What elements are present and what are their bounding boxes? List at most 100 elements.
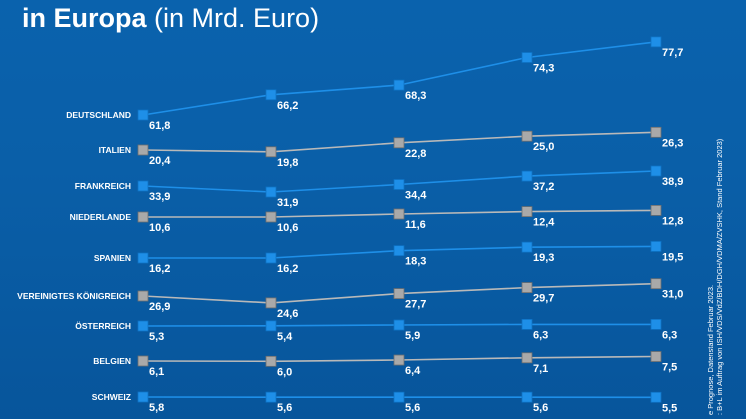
source-note: e Prognose, Datenstand Februar 2023. : B… (706, 138, 724, 415)
data-label: 19,3 (533, 252, 554, 264)
series-8: SCHWEIZ 5,8 5,6 5,6 5,6 5,5 (92, 391, 677, 414)
data-point (650, 165, 662, 177)
series-7: BELGIEN 6,1 6,0 6,4 7,1 7,5 (93, 351, 677, 378)
data-point (137, 320, 149, 332)
data-point (265, 391, 277, 403)
title-unit: (in Mrd. Euro) (154, 3, 320, 33)
data-label: 74,3 (533, 63, 554, 75)
data-label: 11,6 (405, 219, 426, 231)
data-point (521, 241, 533, 253)
data-label: 38,9 (662, 176, 683, 188)
source-line-1: e Prognose, Datenstand Februar 2023. (706, 285, 715, 415)
data-point (650, 391, 662, 403)
data-label: 5,4 (277, 331, 293, 343)
data-label: 5,9 (405, 330, 420, 342)
data-label: 19,8 (277, 157, 298, 169)
data-label: 12,8 (662, 215, 683, 227)
series-label: ITALIEN (99, 145, 131, 155)
data-point (137, 355, 149, 367)
data-point (265, 355, 277, 367)
series-3: NIEDERLANDE 10,6 10,6 11,6 12,4 12,8 (70, 204, 683, 234)
chart-title: in Europa (in Mrd. Euro) (22, 2, 319, 34)
series-layer: DEUTSCHLAND 61,8 66,2 68,3 74,3 77,7 ITALIEN 20… (17, 36, 683, 414)
data-label: 16,2 (149, 263, 170, 275)
data-label: 5,8 (149, 402, 164, 414)
data-point (265, 252, 277, 264)
series-line (142, 41, 657, 116)
data-point (393, 288, 405, 300)
data-point (650, 126, 662, 138)
title-main: in Europa (22, 3, 147, 33)
data-label: 37,2 (533, 181, 554, 193)
series-label: SCHWEIZ (92, 392, 131, 402)
data-point (521, 391, 533, 403)
data-label: 5,3 (149, 331, 164, 343)
series-2: FRANKREICH 33,9 31,9 34,4 37,2 38,9 (75, 165, 683, 209)
series-label: NIEDERLANDE (70, 212, 132, 222)
series-label: VEREINIGTES KÖNIGREICH (17, 291, 131, 301)
data-point (393, 391, 405, 403)
data-point (265, 89, 277, 101)
data-point (650, 351, 662, 362)
data-point (393, 354, 405, 366)
data-label: 20,4 (149, 155, 171, 167)
data-label: 29,7 (533, 293, 554, 305)
data-label: 66,2 (277, 100, 298, 112)
source-line-2: : B+L im Auftrag von ISH/VDS/VdZ/BDH/DGH… (715, 138, 724, 415)
data-point (393, 137, 405, 149)
data-point (137, 211, 149, 223)
series-label: SPANIEN (94, 253, 131, 263)
data-point (137, 144, 149, 156)
data-point (137, 391, 149, 403)
data-label: 5,6 (405, 402, 420, 414)
data-label: 68,3 (405, 90, 426, 102)
data-point (137, 180, 149, 192)
data-label: 33,9 (149, 191, 170, 203)
series-label: BELGIEN (93, 356, 131, 366)
data-point (521, 282, 533, 294)
data-label: 22,8 (405, 148, 426, 160)
data-label: 12,4 (533, 217, 555, 229)
data-point (521, 52, 533, 63)
data-point (393, 79, 405, 91)
data-label: 6,3 (662, 329, 677, 341)
data-point (265, 211, 277, 223)
data-point (650, 36, 662, 48)
data-label: 24,6 (277, 308, 298, 320)
data-label: 31,9 (277, 197, 298, 209)
data-point (265, 186, 277, 198)
data-label: 6,4 (405, 365, 421, 377)
data-label: 27,7 (405, 299, 426, 311)
data-point (521, 170, 533, 182)
data-point (265, 146, 277, 158)
data-point (521, 206, 533, 218)
data-label: 10,6 (277, 222, 298, 234)
data-point (393, 179, 405, 190)
data-label: 25,0 (533, 141, 554, 153)
data-point (265, 297, 277, 309)
series-6: ÖSTERREICH 5,3 5,4 5,9 6,3 6,3 (75, 318, 677, 343)
data-label: 5,5 (662, 402, 677, 414)
data-point (650, 318, 662, 330)
data-label: 6,0 (277, 366, 292, 378)
data-point (650, 241, 662, 252)
series-label: FRANKREICH (75, 181, 131, 191)
data-point (393, 208, 405, 220)
data-label: 61,8 (149, 120, 170, 132)
data-label: 18,3 (405, 256, 426, 268)
data-point (650, 204, 662, 216)
data-label: 6,1 (149, 366, 164, 378)
data-point (137, 252, 149, 264)
data-label: 34,4 (405, 190, 427, 202)
data-label: 16,2 (277, 263, 298, 275)
series-label: ÖSTERREICH (75, 321, 131, 331)
data-point (393, 245, 405, 257)
series-1: ITALIEN 20,4 19,8 22,8 25,0 26,3 (99, 126, 683, 169)
series-0: DEUTSCHLAND 61,8 66,2 68,3 74,3 77,7 (66, 36, 683, 132)
data-point (650, 278, 662, 290)
data-point (137, 290, 149, 302)
data-point (393, 319, 405, 331)
data-label: 10,6 (149, 222, 170, 234)
data-label: 6,3 (533, 329, 548, 341)
data-label: 31,0 (662, 289, 683, 301)
